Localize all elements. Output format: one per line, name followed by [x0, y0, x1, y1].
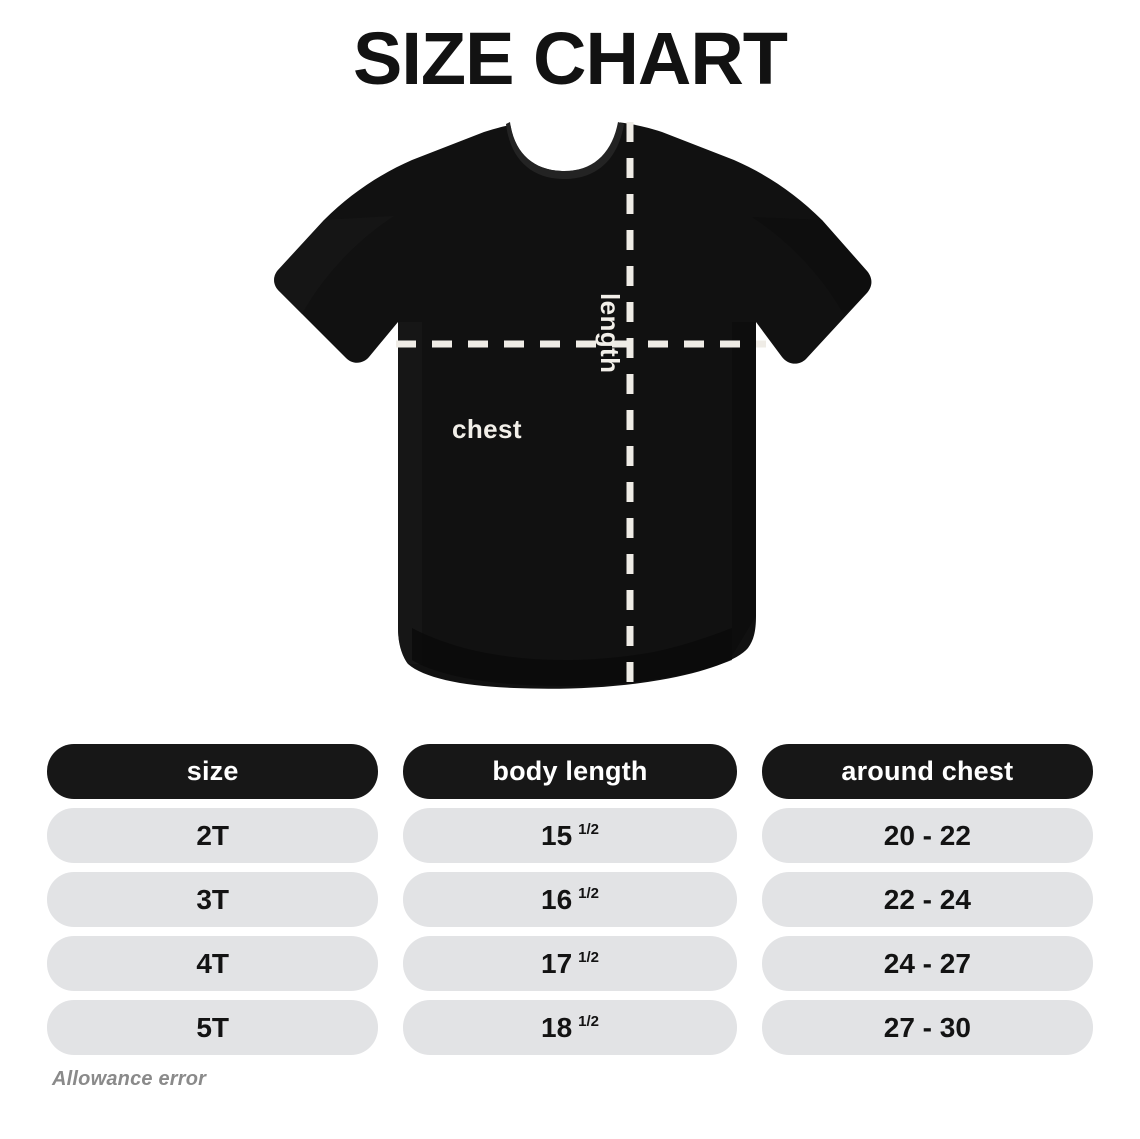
cell-body-length-value: 18 — [541, 1011, 573, 1043]
cell-size: 3T — [47, 872, 379, 927]
cell-body-length: 16 1/2 — [403, 872, 737, 927]
shirt-collar — [506, 122, 624, 180]
table-header-row: size body length around chest — [47, 744, 1094, 799]
column-header-size: size — [47, 744, 379, 799]
table-row: 3T 16 1/2 22 - 24 — [47, 872, 1094, 927]
shirt-hem — [412, 628, 732, 686]
cell-body-length-fraction: 1/2 — [578, 948, 600, 966]
shirt-body-shape — [274, 120, 872, 689]
column-header-body-length: body length — [403, 744, 737, 799]
cell-around-chest: 22 - 24 — [761, 872, 1094, 927]
cell-size: 4T — [47, 936, 379, 991]
table-row: 5T 18 1/2 27 - 30 — [47, 1000, 1094, 1055]
cell-body-length-fraction: 1/2 — [578, 884, 600, 902]
cell-body-length: 17 1/2 — [403, 936, 737, 991]
shirt-shading-right — [732, 322, 756, 656]
chest-label: chest — [452, 414, 522, 444]
cell-body-length-value: 17 — [541, 947, 573, 979]
shirt-shading-left — [398, 322, 422, 664]
cell-around-chest: 20 - 22 — [761, 808, 1094, 863]
t-shirt-measurement-diagram: chest length — [0, 108, 1140, 723]
page-title: SIZE CHART — [353, 17, 788, 100]
column-header-around-chest: around chest — [761, 744, 1094, 799]
cell-size: 2T — [47, 808, 379, 863]
cell-body-length: 18 1/2 — [403, 1000, 737, 1055]
table-row: 2T 15 1/2 20 - 22 — [47, 808, 1094, 863]
length-label: length — [595, 293, 625, 374]
table-row: 4T 17 1/2 24 - 27 — [47, 936, 1094, 991]
shirt-neckline — [510, 116, 620, 172]
cell-around-chest: 24 - 27 — [761, 936, 1094, 991]
cell-body-length-value: 15 — [541, 819, 573, 851]
cell-size: 5T — [47, 1000, 379, 1055]
t-shirt-icon — [274, 116, 872, 692]
cell-around-chest: 27 - 30 — [761, 1000, 1094, 1055]
size-table: size body length around chest 2T 15 1/2 … — [47, 744, 1094, 1064]
allowance-error-note: Allowance error — [52, 1068, 207, 1090]
shirt-sleeve-left-shade — [274, 216, 394, 314]
cell-body-length-fraction: 1/2 — [578, 1012, 600, 1030]
shirt-sleeve-right-shade — [752, 217, 872, 315]
cell-body-length: 15 1/2 — [403, 808, 737, 863]
cell-body-length-fraction: 1/2 — [578, 820, 600, 838]
cell-body-length-value: 16 — [541, 883, 573, 915]
